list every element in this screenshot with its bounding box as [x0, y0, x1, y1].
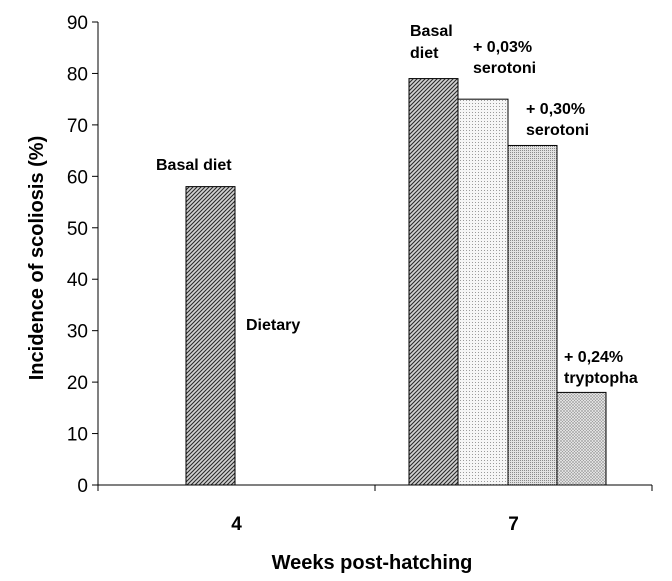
y-tick-label: 30 [67, 322, 88, 343]
y-tick-label: 80 [67, 64, 88, 85]
bar-annotation: + 0,24% [564, 349, 623, 366]
bar-annotation: Basal [410, 23, 453, 40]
bar-annotation: tryptopha [564, 370, 638, 387]
bar [556, 391, 607, 486]
bar [408, 78, 459, 486]
x-category-label: 4 [231, 514, 242, 535]
y-axis: 0 10 20 30 40 50 60 70 80 90 [67, 13, 99, 497]
bar-annotation: + 0,30% [526, 101, 585, 118]
x-axis-title: Weeks post-hatching [272, 552, 473, 574]
bar-annotation: Basal diet [156, 157, 232, 174]
bar-annotation: diet [410, 45, 439, 62]
y-tick-label: 50 [67, 219, 88, 240]
y-tick-label: 60 [67, 167, 88, 188]
y-tick-label: 0 [77, 476, 88, 497]
y-tick-label: 90 [67, 13, 88, 34]
bar-annotation: serotoni [526, 122, 589, 139]
y-tick-label: 10 [67, 425, 88, 446]
bar-annotation: Dietary [246, 317, 300, 334]
y-axis-title: Incidence of scoliosis (%) [26, 136, 48, 381]
bar [507, 144, 558, 486]
bars [185, 78, 607, 486]
annotations: Basal diet Dietary Basal diet + 0,03% seroton… [156, 23, 638, 387]
bar-annotation: + 0,03% [473, 39, 532, 56]
bar [185, 186, 236, 486]
x-category-label: 7 [508, 514, 519, 535]
y-tick-label: 40 [67, 270, 88, 291]
bar [457, 98, 509, 486]
y-tick-label: 20 [67, 373, 88, 394]
bar-annotation: serotoni [473, 60, 536, 77]
y-tick-label: 70 [67, 116, 88, 137]
